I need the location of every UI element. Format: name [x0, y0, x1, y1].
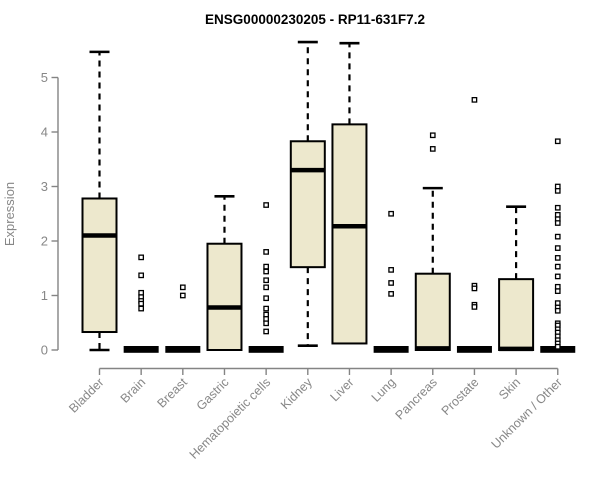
boxplot-kidney — [289, 40, 326, 347]
outlier-point — [263, 268, 269, 275]
x-tick-label: Gastric — [194, 375, 232, 413]
x-tick-label: Liver — [328, 375, 357, 404]
outlier-point — [138, 254, 145, 261]
outlier-point — [263, 277, 269, 284]
outlier-point — [471, 96, 478, 103]
y-tick-label: 4 — [41, 125, 48, 140]
boxplot-pancreas — [414, 132, 451, 352]
y-tick-label: 1 — [41, 288, 48, 303]
outlier-point — [388, 267, 394, 273]
outlier-point — [388, 210, 394, 217]
outlier-point — [554, 204, 561, 211]
box — [81, 197, 118, 334]
outlier-point — [179, 292, 186, 299]
outlier-point — [263, 263, 269, 270]
outlier-point — [554, 245, 561, 251]
y-tick-label: 2 — [41, 234, 48, 249]
collapsed-box — [248, 346, 284, 353]
collapsed-box — [123, 346, 159, 353]
outlier-point — [429, 132, 436, 139]
outlier-point — [471, 304, 478, 310]
y-tick-label: 3 — [41, 179, 48, 194]
outlier-point — [263, 202, 269, 208]
outlier-point — [263, 328, 269, 335]
boxplot-breast — [165, 284, 201, 353]
outlier-point — [138, 300, 145, 307]
collapsed-box — [165, 346, 201, 353]
boxplot-skin — [498, 205, 535, 352]
chart-title: ENSG00000230205 - RP11-631F7.2 — [205, 12, 425, 27]
box — [331, 123, 368, 345]
x-tick-label: Bladder — [66, 375, 106, 415]
boxplot-brain — [123, 254, 159, 353]
boxplot-hematopoietic-cells — [248, 202, 284, 353]
box — [206, 242, 243, 352]
collapsed-box — [373, 346, 409, 353]
outlier-point — [179, 284, 186, 291]
outlier-point — [554, 288, 561, 294]
outlier-point — [388, 291, 394, 297]
boxplot-lung — [373, 210, 409, 353]
boxplot-prostate — [456, 96, 492, 353]
x-tick-label: Hematopoietic cells — [187, 375, 274, 462]
outlier-point — [263, 284, 269, 291]
outlier-point — [388, 280, 394, 286]
outlier-point — [554, 220, 561, 226]
outlier-point — [138, 305, 145, 312]
y-tick-label: 5 — [41, 70, 48, 85]
x-tick-label: Skin — [496, 375, 523, 402]
outlier-point — [138, 272, 145, 279]
x-tick-label: Pancreas — [393, 375, 440, 422]
box — [289, 140, 326, 269]
outlier-point — [554, 138, 561, 145]
x-tick-label: Brain — [118, 375, 149, 406]
outlier-point — [554, 188, 561, 194]
y-axis-label: Expression — [2, 182, 17, 246]
outlier-point — [263, 249, 269, 255]
boxplot-liver — [331, 41, 368, 345]
outlier-point — [263, 295, 269, 302]
outlier-point — [554, 233, 561, 240]
outlier-point — [263, 320, 269, 327]
outlier-point — [554, 307, 561, 314]
x-tick-label: Lung — [369, 375, 399, 405]
outlier-point — [554, 343, 561, 350]
outlier-point — [554, 255, 561, 261]
boxplot-bladder — [81, 50, 118, 352]
outlier-point — [554, 263, 561, 270]
y-tick-label: 0 — [41, 343, 48, 358]
boxplot-gastric — [206, 195, 243, 352]
boxplot-unknown-other — [540, 138, 576, 353]
x-tick-label: Kidney — [278, 375, 315, 412]
x-tick-label: Unknown / Other — [489, 375, 565, 451]
outlier-point — [429, 146, 436, 152]
outlier-point — [471, 285, 478, 292]
collapsed-box — [456, 346, 492, 353]
outlier-point — [554, 273, 561, 280]
box — [498, 278, 535, 351]
outlier-point — [263, 305, 269, 312]
box — [414, 272, 451, 352]
x-tick-label: Prostate — [439, 375, 482, 418]
x-tick-label: Breast — [154, 375, 190, 411]
plot-area: 0 1 2 3 4 5 Bladder Brain Breast GastricHematopoi… — [41, 40, 576, 462]
